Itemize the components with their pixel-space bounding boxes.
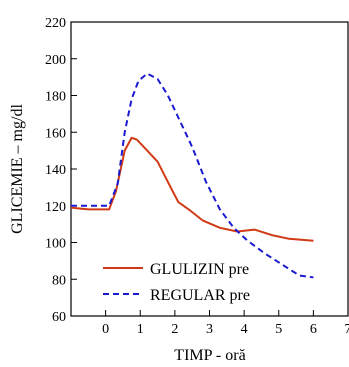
series-line-0 xyxy=(70,136,314,242)
x-tick-label: 1 xyxy=(137,322,144,337)
y-tick-label: 140 xyxy=(45,163,66,178)
y-tick-label: 60 xyxy=(52,310,66,325)
series-group xyxy=(70,72,314,279)
y-tick-label: 200 xyxy=(45,53,66,68)
x-axis-label: TIMP - oră xyxy=(174,347,245,364)
y-tick-label: 80 xyxy=(52,273,66,288)
legend: GLULIZIN pre REGULAR pre xyxy=(103,261,250,304)
x-tick-label: 5 xyxy=(275,322,282,337)
y-axis-label: GLICEMIE – mg/dl xyxy=(9,104,26,234)
x-tick-label: 4 xyxy=(241,322,248,337)
y-tick-label: 220 xyxy=(45,16,66,31)
y-tick-label: 180 xyxy=(45,90,66,105)
legend-label-0: GLULIZIN pre xyxy=(150,261,249,278)
x-tick-label: 2 xyxy=(171,322,178,337)
axis-ticks: 60 80 100 120 140 160 180 200 220 0 1 2 3 4 5 6 7 xyxy=(45,16,349,337)
x-tick-label: 0 xyxy=(102,322,109,337)
y-tick-label: 100 xyxy=(45,237,66,252)
y-tick-label: 160 xyxy=(45,126,66,141)
x-tick-label: 3 xyxy=(206,322,213,337)
series-line-1 xyxy=(71,72,314,279)
legend-label-1: REGULAR pre xyxy=(150,287,250,304)
y-tick-label: 120 xyxy=(45,200,66,215)
x-tick-label: 7 xyxy=(345,322,349,337)
x-tick-label: 6 xyxy=(310,322,317,337)
